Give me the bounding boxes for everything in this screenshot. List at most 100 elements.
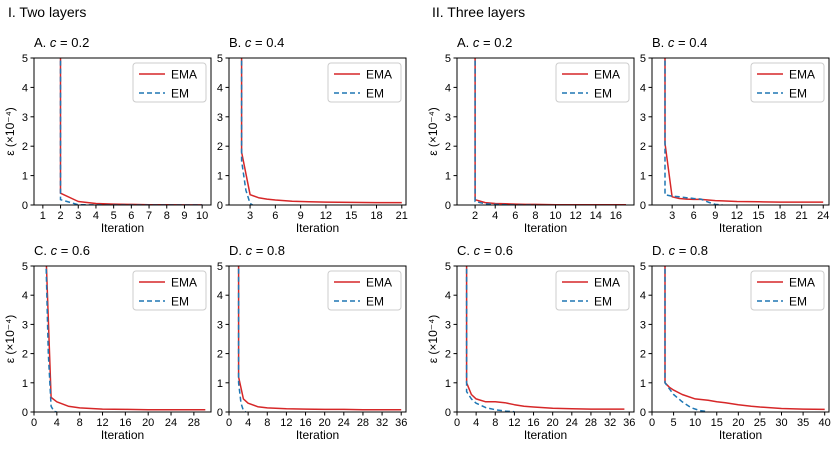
y-tick-label: 2 [217,349,223,361]
x-tick-label: 4 [93,210,99,222]
chart-title: A. c = 0.2 [34,35,89,50]
chart-title-value: = 0.4 [674,35,707,50]
x-tick-label: 24 [165,417,177,429]
x-tick-label: 15 [345,210,357,222]
y-tick-label: 5 [640,261,646,273]
series-line-ema [45,266,206,411]
legend-label-ema: EMA [594,68,620,82]
y-tick-label: 4 [445,82,451,94]
y-tick-label: 2 [445,349,451,361]
y-axis-label: ε (×10⁻⁴) [426,315,440,364]
y-tick-label: 0 [445,407,451,419]
section-title-three-layers: II. Three layers [432,4,526,20]
chart-title-value: = 0.2 [479,35,512,50]
series-line-em [59,58,203,205]
series-line-ema [237,266,402,411]
chart-title-value: = 0.6 [480,243,513,258]
series-line-em [664,58,723,205]
plot-frame [228,57,407,206]
series-line-em [240,58,253,205]
y-tick-label: 4 [217,82,223,94]
y-tick-label: 4 [217,290,223,302]
x-tick-label: 35 [797,417,809,429]
x-tick-label: 1 [40,210,46,222]
x-tick-label: 2 [57,210,63,222]
x-tick-label: 3 [247,210,253,222]
x-tick-label: 24 [817,210,829,222]
x-tick-label: 10 [689,417,701,429]
legend-label-em: EM [789,87,807,101]
y-tick-label: 5 [217,53,223,65]
x-axis-label: Iteration [101,428,144,442]
y-tick-label: 4 [640,82,646,94]
x-tick-label: 0 [454,417,460,429]
series-line-em [465,266,515,412]
x-axis-label: Iteration [524,221,567,235]
chart-title: A. c = 0.2 [457,35,512,50]
y-tick-label: 2 [445,141,451,153]
series-line-ema [474,58,626,205]
y-tick-label: 2 [22,141,28,153]
x-tick-label: 4 [473,417,479,429]
y-tick-label: 3 [22,319,28,331]
y-tick-label: 1 [217,378,223,390]
x-tick-label: 12 [570,210,582,222]
y-tick-label: 3 [217,319,223,331]
legend-label-ema: EMA [789,276,815,290]
chart-panel-4: B. c = 0.43 6 9 12 15 18 21 24012345IterationEM… [640,35,830,235]
y-tick-label: 1 [640,378,646,390]
series-line-ema [664,266,825,411]
y-tick-label: 1 [22,171,28,183]
x-tick-label: 32 [376,417,388,429]
y-tick-label: 0 [217,200,223,212]
chart-title-prefix: B. [229,35,245,50]
x-tick-label: 0 [649,417,655,429]
chart-title-prefix: D. [652,243,669,258]
x-tick-label: 15 [752,210,764,222]
legend-label-em: EM [594,87,612,101]
y-tick-label: 0 [640,200,646,212]
y-tick-label: 2 [22,349,28,361]
plot-frame [456,265,635,413]
x-tick-label: 12 [320,210,332,222]
x-tick-label: 12 [508,417,520,429]
x-tick-label: 5 [111,210,117,222]
y-tick-label: 4 [22,290,28,302]
x-tick-label: 6 [691,210,697,222]
x-axis-label: Iteration [524,428,567,442]
chart-title: C. c = 0.6 [34,243,90,258]
y-tick-label: 0 [640,407,646,419]
y-tick-label: 3 [445,319,451,331]
chart-title: C. c = 0.6 [457,243,513,258]
x-tick-label: 9 [181,210,187,222]
plot-frame [228,265,407,413]
plot-frame [456,57,635,206]
x-tick-label: 0 [226,417,232,429]
x-tick-label: 4 [54,417,60,429]
x-axis-label: Iteration [719,221,762,235]
chart-panel-8: D. c = 0.8 0 5 10 15 20 25 30 35 40 0 1 2 3 4 5 Iteratio… [640,243,831,442]
chart-title: B. c = 0.4 [652,35,707,50]
y-tick-label: 3 [22,112,28,124]
x-tick-label: 24 [566,417,578,429]
x-tick-label: 6 [272,210,278,222]
x-tick-label: 16 [610,210,622,222]
x-tick-label: 8 [532,210,538,222]
x-tick-label: 20 [732,417,744,429]
legend-label-ema: EMA [594,276,620,290]
legend-label-ema: EMA [366,68,392,82]
x-tick-label: 6 [128,210,134,222]
legend-label-em: EM [366,87,384,101]
series-line-ema [465,266,625,410]
x-tick-label: 20 [547,417,559,429]
plot-frame [33,57,212,206]
x-tick-label: 24 [338,417,350,429]
chart-title-value: = 0.4 [251,35,284,50]
x-tick-label: 40 [819,417,831,429]
x-tick-label: 12 [731,210,743,222]
section-title-two-layers: I. Two layers [8,4,87,20]
x-tick-label: 8 [492,417,498,429]
legend-label-em: EM [594,295,612,309]
y-tick-label: 2 [217,141,223,153]
x-tick-label: 7 [146,210,152,222]
